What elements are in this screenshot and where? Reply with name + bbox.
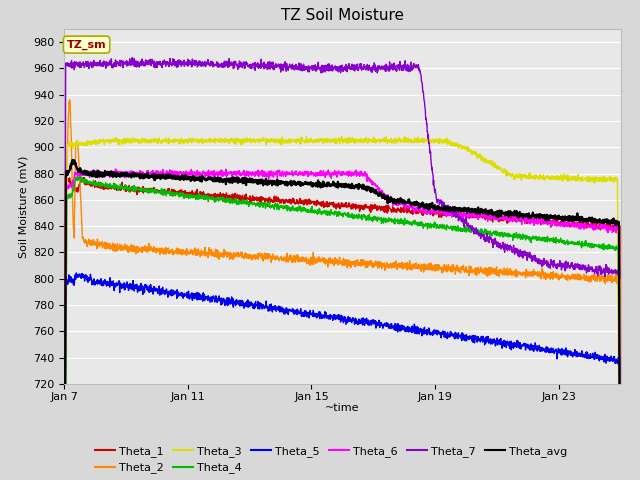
- Theta_4: [601, 244, 609, 250]
- Theta_3: [331, 139, 339, 145]
- Theta_4: [499, 233, 506, 239]
- Theta_6: [88, 174, 96, 180]
- Theta_1: [331, 203, 339, 209]
- Theta_avg: [499, 210, 506, 216]
- Theta_3: [88, 138, 96, 144]
- Theta_avg: [601, 217, 609, 223]
- Theta_avg: [331, 183, 339, 189]
- Theta_2: [601, 277, 609, 283]
- Theta_avg: [316, 182, 324, 188]
- Line: Theta_6: Theta_6: [64, 169, 621, 480]
- Theta_avg: [70, 157, 78, 163]
- Theta_7: [601, 270, 609, 276]
- Theta_5: [316, 309, 324, 315]
- Line: Theta_4: Theta_4: [64, 176, 621, 480]
- Theta_7: [331, 65, 339, 71]
- Theta_7: [499, 243, 506, 249]
- X-axis label: ~time: ~time: [325, 403, 360, 413]
- Theta_2: [316, 259, 324, 265]
- Theta_4: [76, 173, 84, 179]
- Theta_6: [112, 166, 120, 172]
- Line: Theta_3: Theta_3: [64, 136, 621, 480]
- Theta_6: [331, 170, 339, 176]
- Theta_7: [88, 62, 96, 68]
- Theta_3: [601, 175, 609, 181]
- Theta_1: [601, 224, 609, 230]
- Theta_4: [316, 209, 324, 215]
- Theta_1: [601, 223, 609, 229]
- Theta_2: [601, 274, 609, 279]
- Theta_5: [601, 352, 609, 358]
- Theta_6: [601, 224, 609, 229]
- Theta_avg: [89, 171, 97, 177]
- Line: Theta_2: Theta_2: [64, 100, 621, 480]
- Theta_2: [331, 255, 339, 261]
- Theta_1: [499, 216, 506, 221]
- Theta_7: [601, 274, 609, 279]
- Title: TZ Soil Moisture: TZ Soil Moisture: [281, 9, 404, 24]
- Theta_7: [129, 55, 136, 60]
- Theta_5: [601, 351, 609, 357]
- Theta_3: [499, 170, 506, 176]
- Theta_5: [72, 270, 80, 276]
- Text: TZ_sm: TZ_sm: [67, 39, 106, 50]
- Line: Theta_7: Theta_7: [64, 58, 621, 480]
- Theta_6: [316, 168, 324, 174]
- Theta_3: [316, 136, 324, 142]
- Legend: Theta_1, Theta_2, Theta_3, Theta_4, Theta_5, Theta_6, Theta_7, Theta_avg: Theta_1, Theta_2, Theta_3, Theta_4, Thet…: [90, 442, 572, 478]
- Line: Theta_1: Theta_1: [64, 176, 621, 480]
- Y-axis label: Soil Moisture (mV): Soil Moisture (mV): [19, 155, 29, 258]
- Theta_2: [499, 269, 506, 275]
- Theta_5: [499, 342, 506, 348]
- Theta_1: [62, 173, 70, 179]
- Theta_3: [338, 133, 346, 139]
- Theta_6: [601, 224, 609, 229]
- Theta_1: [89, 182, 97, 188]
- Theta_avg: [601, 219, 609, 225]
- Theta_1: [316, 199, 324, 205]
- Theta_4: [89, 180, 97, 185]
- Theta_5: [89, 281, 97, 287]
- Theta_2: [66, 97, 74, 103]
- Theta_6: [499, 215, 506, 220]
- Line: Theta_5: Theta_5: [64, 273, 621, 480]
- Theta_2: [89, 238, 97, 243]
- Theta_4: [601, 246, 609, 252]
- Theta_7: [316, 67, 324, 73]
- Theta_5: [331, 312, 339, 318]
- Line: Theta_avg: Theta_avg: [64, 160, 621, 480]
- Theta_4: [331, 209, 339, 215]
- Theta_3: [601, 177, 609, 182]
